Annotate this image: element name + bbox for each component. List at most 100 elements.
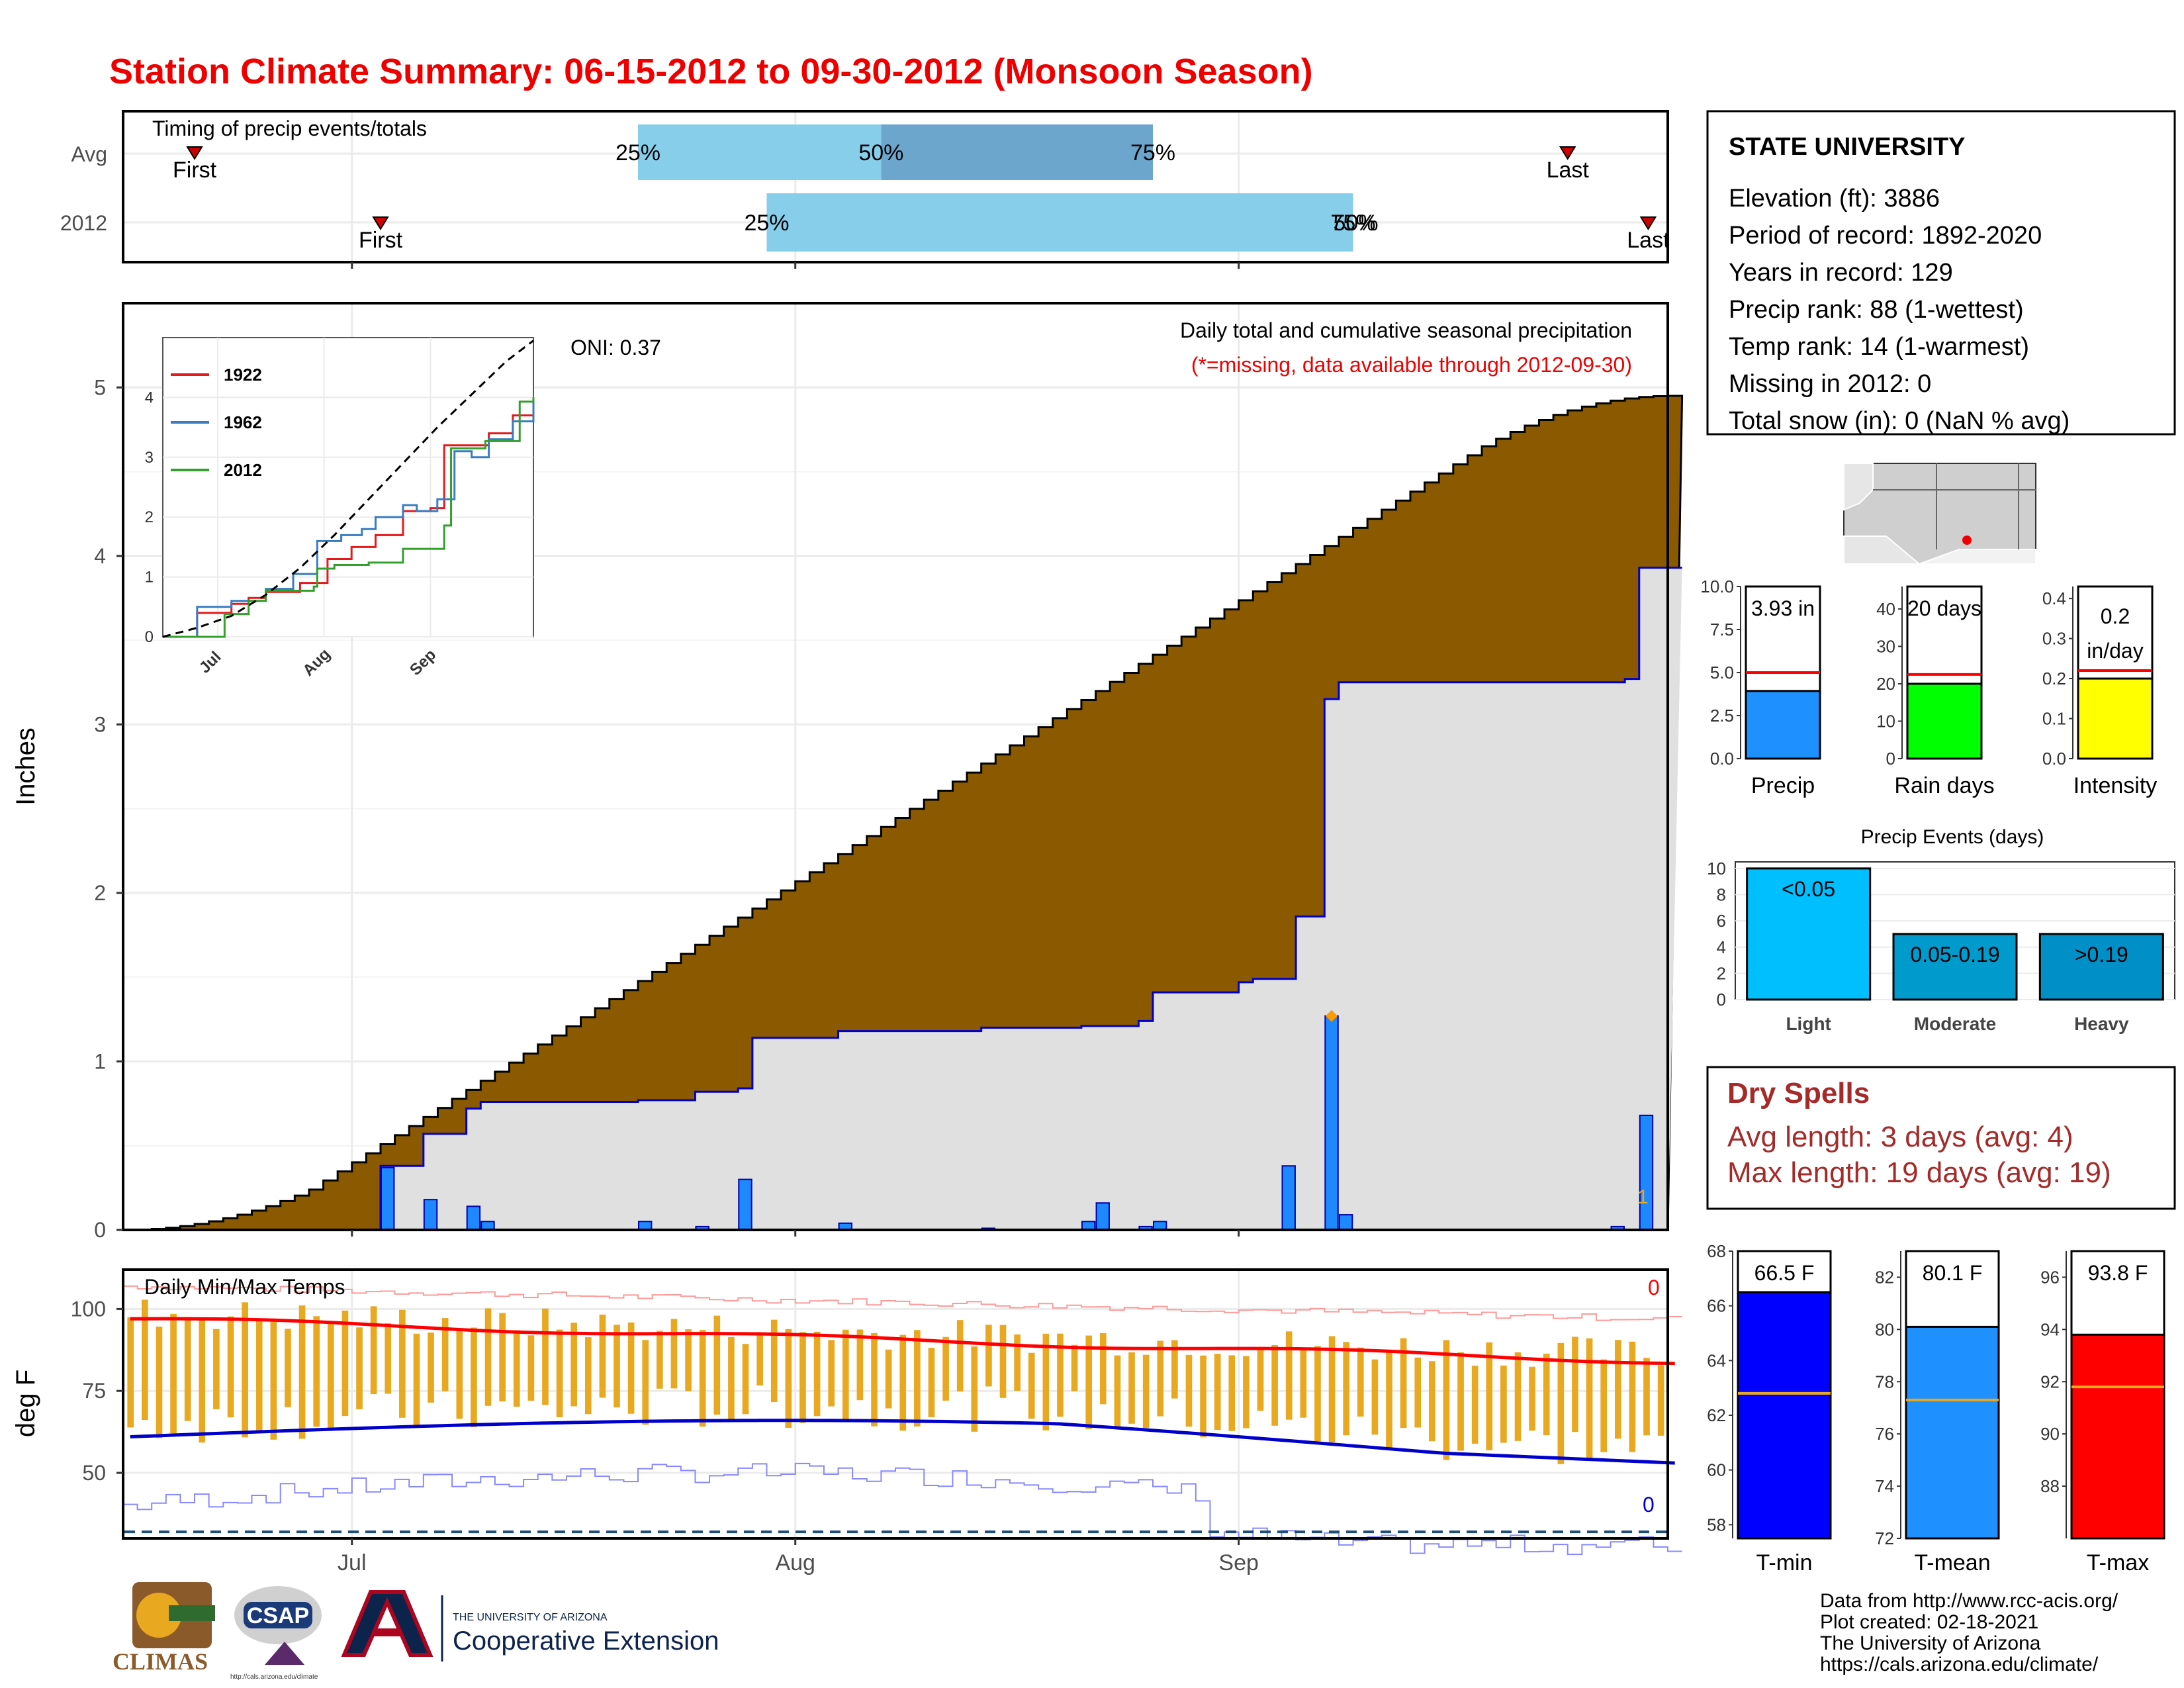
temp-summary-bar-0 [1737,1291,1832,1540]
daily-temp-bar [1085,1335,1093,1429]
daily-precip-bar [466,1205,481,1231]
daily-temp-bar [1357,1347,1364,1417]
summary-tick-label: 2.5 [1710,706,1734,726]
temp-summary-tick-label: 66 [1707,1296,1726,1316]
edge-marker: 1 [1637,1186,1649,1208]
timing-label: Timing of precip events/totals [152,117,427,140]
temp-summary-tick-label: 78 [1875,1372,1894,1391]
2012-last-label: Last [1627,228,1670,253]
daily-temp-bar [1057,1333,1064,1417]
daily-temp-bar [1214,1354,1221,1430]
daily-temp-bar [1285,1331,1293,1420]
event-bar-moderate [1892,933,2018,1001]
daily-temp-bar [1328,1336,1336,1442]
station-line: Temp rank: 14 (1-warmest) [1729,333,2029,361]
daily-temp-bar [413,1333,420,1427]
daily-temp-bar [1028,1352,1035,1419]
y-tick-label: 100 [71,1297,106,1321]
summary-tick-label: 5.0 [1710,663,1734,682]
event-bar-heavy [2038,933,2164,1001]
daily-temp-bar [799,1332,806,1423]
daily-temp-bar [657,1331,663,1389]
precip-chart-title: Daily total and cumulative seasonal prec… [1180,318,1632,342]
location-map [1843,463,2036,565]
station-line: Missing in 2012: 0 [1729,370,1931,398]
daily-temp-bar [356,1327,363,1409]
record-low-line [123,1462,1682,1556]
summary-bar-2 [2077,677,2154,760]
daily-temp-bar [1500,1365,1507,1443]
daily-temp-bar [1314,1346,1321,1442]
summary-tick-label: 40 [1876,599,1895,619]
temp-summary-tick-label: 88 [2040,1476,2060,1496]
daily-temp-bar [928,1348,935,1417]
summary-tick-label: 30 [1876,636,1895,656]
temp-summary-value-label: 80.1 F [1923,1261,1983,1285]
footer-line: Data from http://www.rcc-acis.org/ [1820,1590,2118,1612]
summary-tick-label: 0.3 [2042,629,2066,649]
avg-last-marker [1559,146,1576,160]
event-bar-label: >0.19 [2075,943,2128,966]
summary-tick-label: 0.0 [1710,749,1734,769]
daily-temp-bar [1557,1342,1565,1464]
daily-temp-bar [385,1323,392,1394]
daily-temp-bar [1414,1357,1422,1428]
events-tick-label: 6 [1717,911,1726,931]
daily-temp-bar [270,1319,277,1440]
daily-temp-bar [985,1325,992,1387]
daily-temp-bar [1371,1359,1379,1435]
station-line: Years in record: 129 [1729,259,1953,287]
temp-summary-tick-label: 74 [1875,1476,1894,1496]
station-line: Total snow (in): 0 (NaN % avg) [1729,407,2070,435]
y-tick-label: 75 [82,1379,106,1403]
avg-50-label: 50% [858,140,903,165]
station-name: STATE UNIVERSITY [1729,133,1966,161]
max-precip-marker [1326,1009,1338,1022]
summary-tick-label: 0.4 [2042,588,2066,608]
station-line: Period of record: 1892-2020 [1729,222,2042,250]
avg-first-label: First [173,158,217,183]
inset-y-tick: 0 [145,628,154,646]
temp-summary-bar-1 [1905,1325,2000,1540]
record-high-line [123,1285,1682,1321]
daily-temp-bar [441,1318,449,1391]
daily-temp-bar [156,1327,163,1438]
event-category-label: Light [1786,1013,1831,1034]
x-tick-label: Sep [1218,1550,1259,1575]
dry-spells-max: Max length: 19 days (avg: 19) [1727,1156,2111,1189]
daily-temp-bar [813,1331,821,1417]
daily-temp-bar [1128,1352,1135,1424]
daily-temp-bar [1614,1340,1621,1439]
ua-big-text: Cooperative Extension [453,1626,719,1656]
temp-summary-bar-2 [2070,1333,2165,1540]
daily-precip-bar [1338,1214,1353,1231]
temp-summary-bars: 58 60 62 64 66 68 66.5 F T-min 72 74 76 78 80 82 80.1 … [1707,1241,2165,1575]
daily-temp-bar [1400,1338,1407,1429]
summary-bar-0 [1745,690,1821,760]
y-tick-label: 1 [94,1049,106,1073]
event-bar-light [1746,867,1872,1001]
daily-temp-bar [1657,1365,1664,1436]
inset-y-tick: 4 [145,389,154,406]
observed-cumulative-line [123,567,1682,1231]
summary-value-label: 3.93 in [1751,596,1815,620]
event-bar-label: 0.05-0.19 [1910,943,1999,966]
daily-temp-bar [1228,1355,1236,1431]
daily-temp-bar [499,1313,506,1402]
inset-y-tick: 2 [145,508,154,526]
daily-temp-bar [484,1308,492,1406]
daily-temp-bar [1529,1366,1535,1431]
summary-category-label: Intensity [2073,773,2158,798]
summary-tick-label: 0 [1886,749,1895,769]
daily-temp-bar [713,1315,721,1415]
observed-cumulative-area [123,567,1682,1230]
2012-25-label: 25% [744,211,789,236]
daily-temp-bar [871,1333,878,1427]
daily-temp-bar [971,1346,978,1432]
daily-precip-bar [1281,1165,1296,1231]
avg-first-marker [186,146,203,160]
station-info: STATE UNIVERSITY Elevation (ft): 3886 Pe… [1706,110,2176,436]
temp-count-min: 0 [1643,1493,1655,1517]
temp-summary-tick-label: 60 [1707,1460,1726,1480]
summary-tick-label: 10 [1876,711,1895,731]
